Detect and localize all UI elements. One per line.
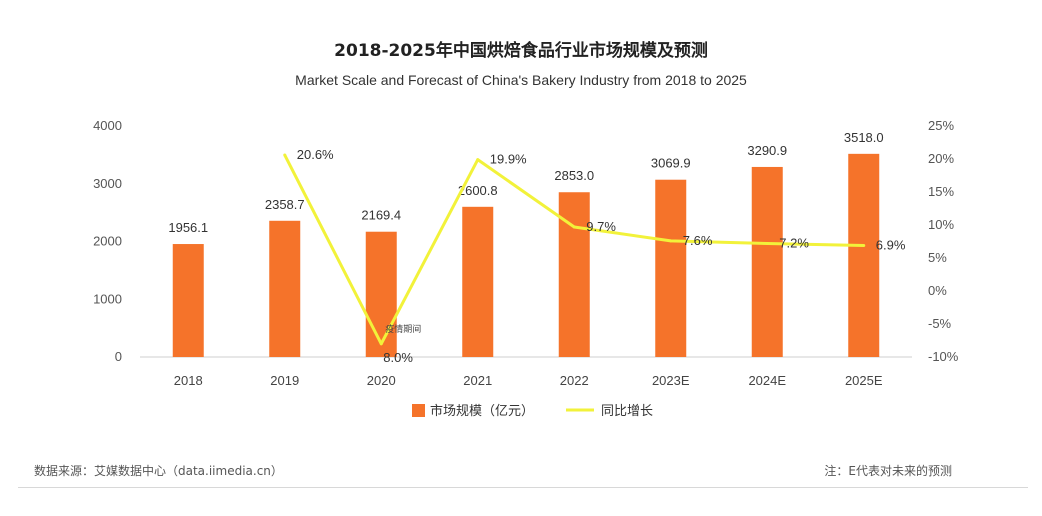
x-tick-label: 2025E	[845, 373, 883, 388]
bar	[365, 231, 397, 357]
x-tick-label: 2018	[174, 373, 203, 388]
right-tick-label: 20%	[928, 151, 954, 166]
right-axis-ticks: -10% -5% 0% 5% 10% 15% 20% 25%	[928, 118, 959, 364]
growth-point	[765, 241, 769, 245]
data-source: 数据来源：艾媒数据中心（data.iimedia.cn）	[34, 464, 283, 478]
right-tick-label: 15%	[928, 184, 954, 199]
legend: 市场规模（亿元） 同比增长	[412, 403, 653, 418]
left-tick-label: 4000	[93, 118, 122, 133]
bar	[269, 220, 301, 357]
growth-point	[669, 239, 673, 243]
annotation-label: 疫情期间	[385, 323, 421, 334]
x-tick-label: 2020	[367, 373, 396, 388]
bar-value-label: 2600.8	[458, 183, 498, 198]
left-tick-label: 3000	[93, 176, 122, 191]
legend-label-line: 同比增长	[601, 403, 653, 418]
bar-value-label: 2853.0	[554, 168, 594, 183]
bar-series	[172, 153, 880, 357]
bar-value-label: 2358.7	[265, 197, 305, 212]
x-tick-label: 2023E	[652, 373, 690, 388]
right-tick-label: -5%	[928, 316, 952, 331]
right-tick-label: 0%	[928, 283, 947, 298]
growth-point	[862, 243, 866, 247]
growth-value-label: 20.6%	[297, 147, 334, 162]
growth-line-series	[283, 153, 866, 346]
growth-point	[572, 225, 576, 229]
bar	[558, 192, 590, 357]
growth-value-label: 7.2%	[779, 235, 809, 250]
footer-divider	[18, 487, 1028, 488]
growth-value-label: 6.9%	[876, 237, 906, 252]
bar	[462, 206, 494, 357]
x-axis-ticks: 2018 2019 2020 2021 2022 2023E 2024E 2025E	[174, 373, 883, 388]
right-tick-label: 5%	[928, 250, 947, 265]
growth-value-label: 9.7%	[586, 219, 616, 234]
left-tick-label: 0	[115, 349, 122, 364]
x-tick-label: 2024E	[748, 373, 786, 388]
bar	[655, 179, 687, 357]
bar-value-labels: 1956.1 2358.7 2169.4 2600.8 2853.0 3069.9 3290…	[168, 130, 883, 235]
legend-swatch-bar	[412, 404, 425, 417]
left-axis-ticks: 0 1000 2000 3000 4000	[93, 118, 122, 364]
x-tick-label: 2022	[560, 373, 589, 388]
growth-point	[283, 153, 287, 157]
legend-label-bar: 市场规模（亿元）	[430, 403, 534, 418]
bar	[751, 166, 783, 357]
bar	[172, 244, 204, 357]
bar-value-label: 1956.1	[168, 220, 208, 235]
right-tick-label: 10%	[928, 217, 954, 232]
x-tick-label: 2019	[270, 373, 299, 388]
bar-value-label: 3518.0	[844, 130, 884, 145]
chart-subtitle: Market Scale and Forecast of China's Bak…	[295, 72, 747, 88]
x-tick-label: 2021	[463, 373, 492, 388]
growth-value-labels: 20.6% 8.0% 19.9% 9.7% 7.6% 7.2% 6.9%	[297, 147, 906, 365]
chart-title: 2018-2025年中国烘焙食品行业市场规模及预测	[334, 41, 708, 61]
left-tick-label: 2000	[93, 234, 122, 249]
growth-value-label: 19.9%	[490, 152, 527, 167]
bar	[848, 153, 880, 357]
right-tick-label: 25%	[928, 118, 954, 133]
growth-value-label: 8.0%	[383, 350, 413, 365]
growth-point	[379, 342, 383, 346]
chart-annotations: 疫情期间	[385, 323, 421, 334]
bar-value-label: 3069.9	[651, 156, 691, 171]
bar-value-label: 2169.4	[361, 208, 401, 223]
right-tick-label: -10%	[928, 349, 959, 364]
left-tick-label: 1000	[93, 291, 122, 306]
bar-value-label: 3290.9	[747, 143, 787, 158]
forecast-note: 注：E代表对未来的预测	[824, 464, 952, 478]
growth-value-label: 7.6%	[683, 233, 713, 248]
growth-point	[476, 158, 480, 162]
